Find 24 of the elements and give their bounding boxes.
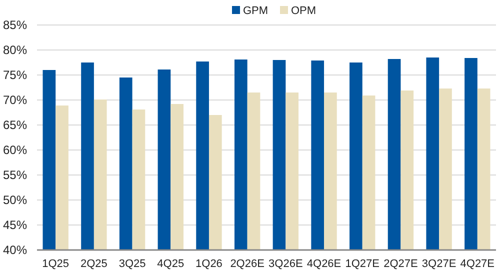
x-tick-label: 4Q26E	[306, 258, 342, 270]
x-tick-label: 2Q26E	[230, 258, 264, 270]
x-tick-label: 1Q27E	[345, 258, 380, 270]
x-tick-label: 1Q25	[42, 258, 70, 270]
y-tick-label: 60%	[2, 143, 28, 158]
y-tick-label: 50%	[2, 193, 28, 208]
y-tick-label: 40%	[2, 243, 28, 258]
y-tick-label: 65%	[2, 118, 28, 132]
x-tick-label: 4Q27E	[460, 258, 495, 270]
x-tick-label: 2Q25	[80, 258, 108, 270]
x-tick-label: 3Q27E	[422, 258, 456, 270]
x-tick-label: 3Q25	[118, 258, 146, 270]
x-tick-label: 4Q25	[157, 258, 184, 270]
y-tick-label: 80%	[2, 43, 28, 58]
x-tick-label: 3Q26E	[268, 258, 303, 270]
x-tick-label: 2Q27E	[384, 258, 418, 270]
y-tick-label: 75%	[2, 68, 28, 82]
legend-label: OPM	[291, 5, 316, 17]
y-tick-label: 45%	[2, 218, 28, 232]
legend-label: GPM	[243, 5, 268, 17]
y-tick-label: 70%	[2, 93, 28, 108]
y-tick-label: 85%	[2, 18, 28, 32]
y-tick-label: 55%	[2, 168, 28, 182]
x-tick-label: 1Q26	[196, 258, 222, 270]
